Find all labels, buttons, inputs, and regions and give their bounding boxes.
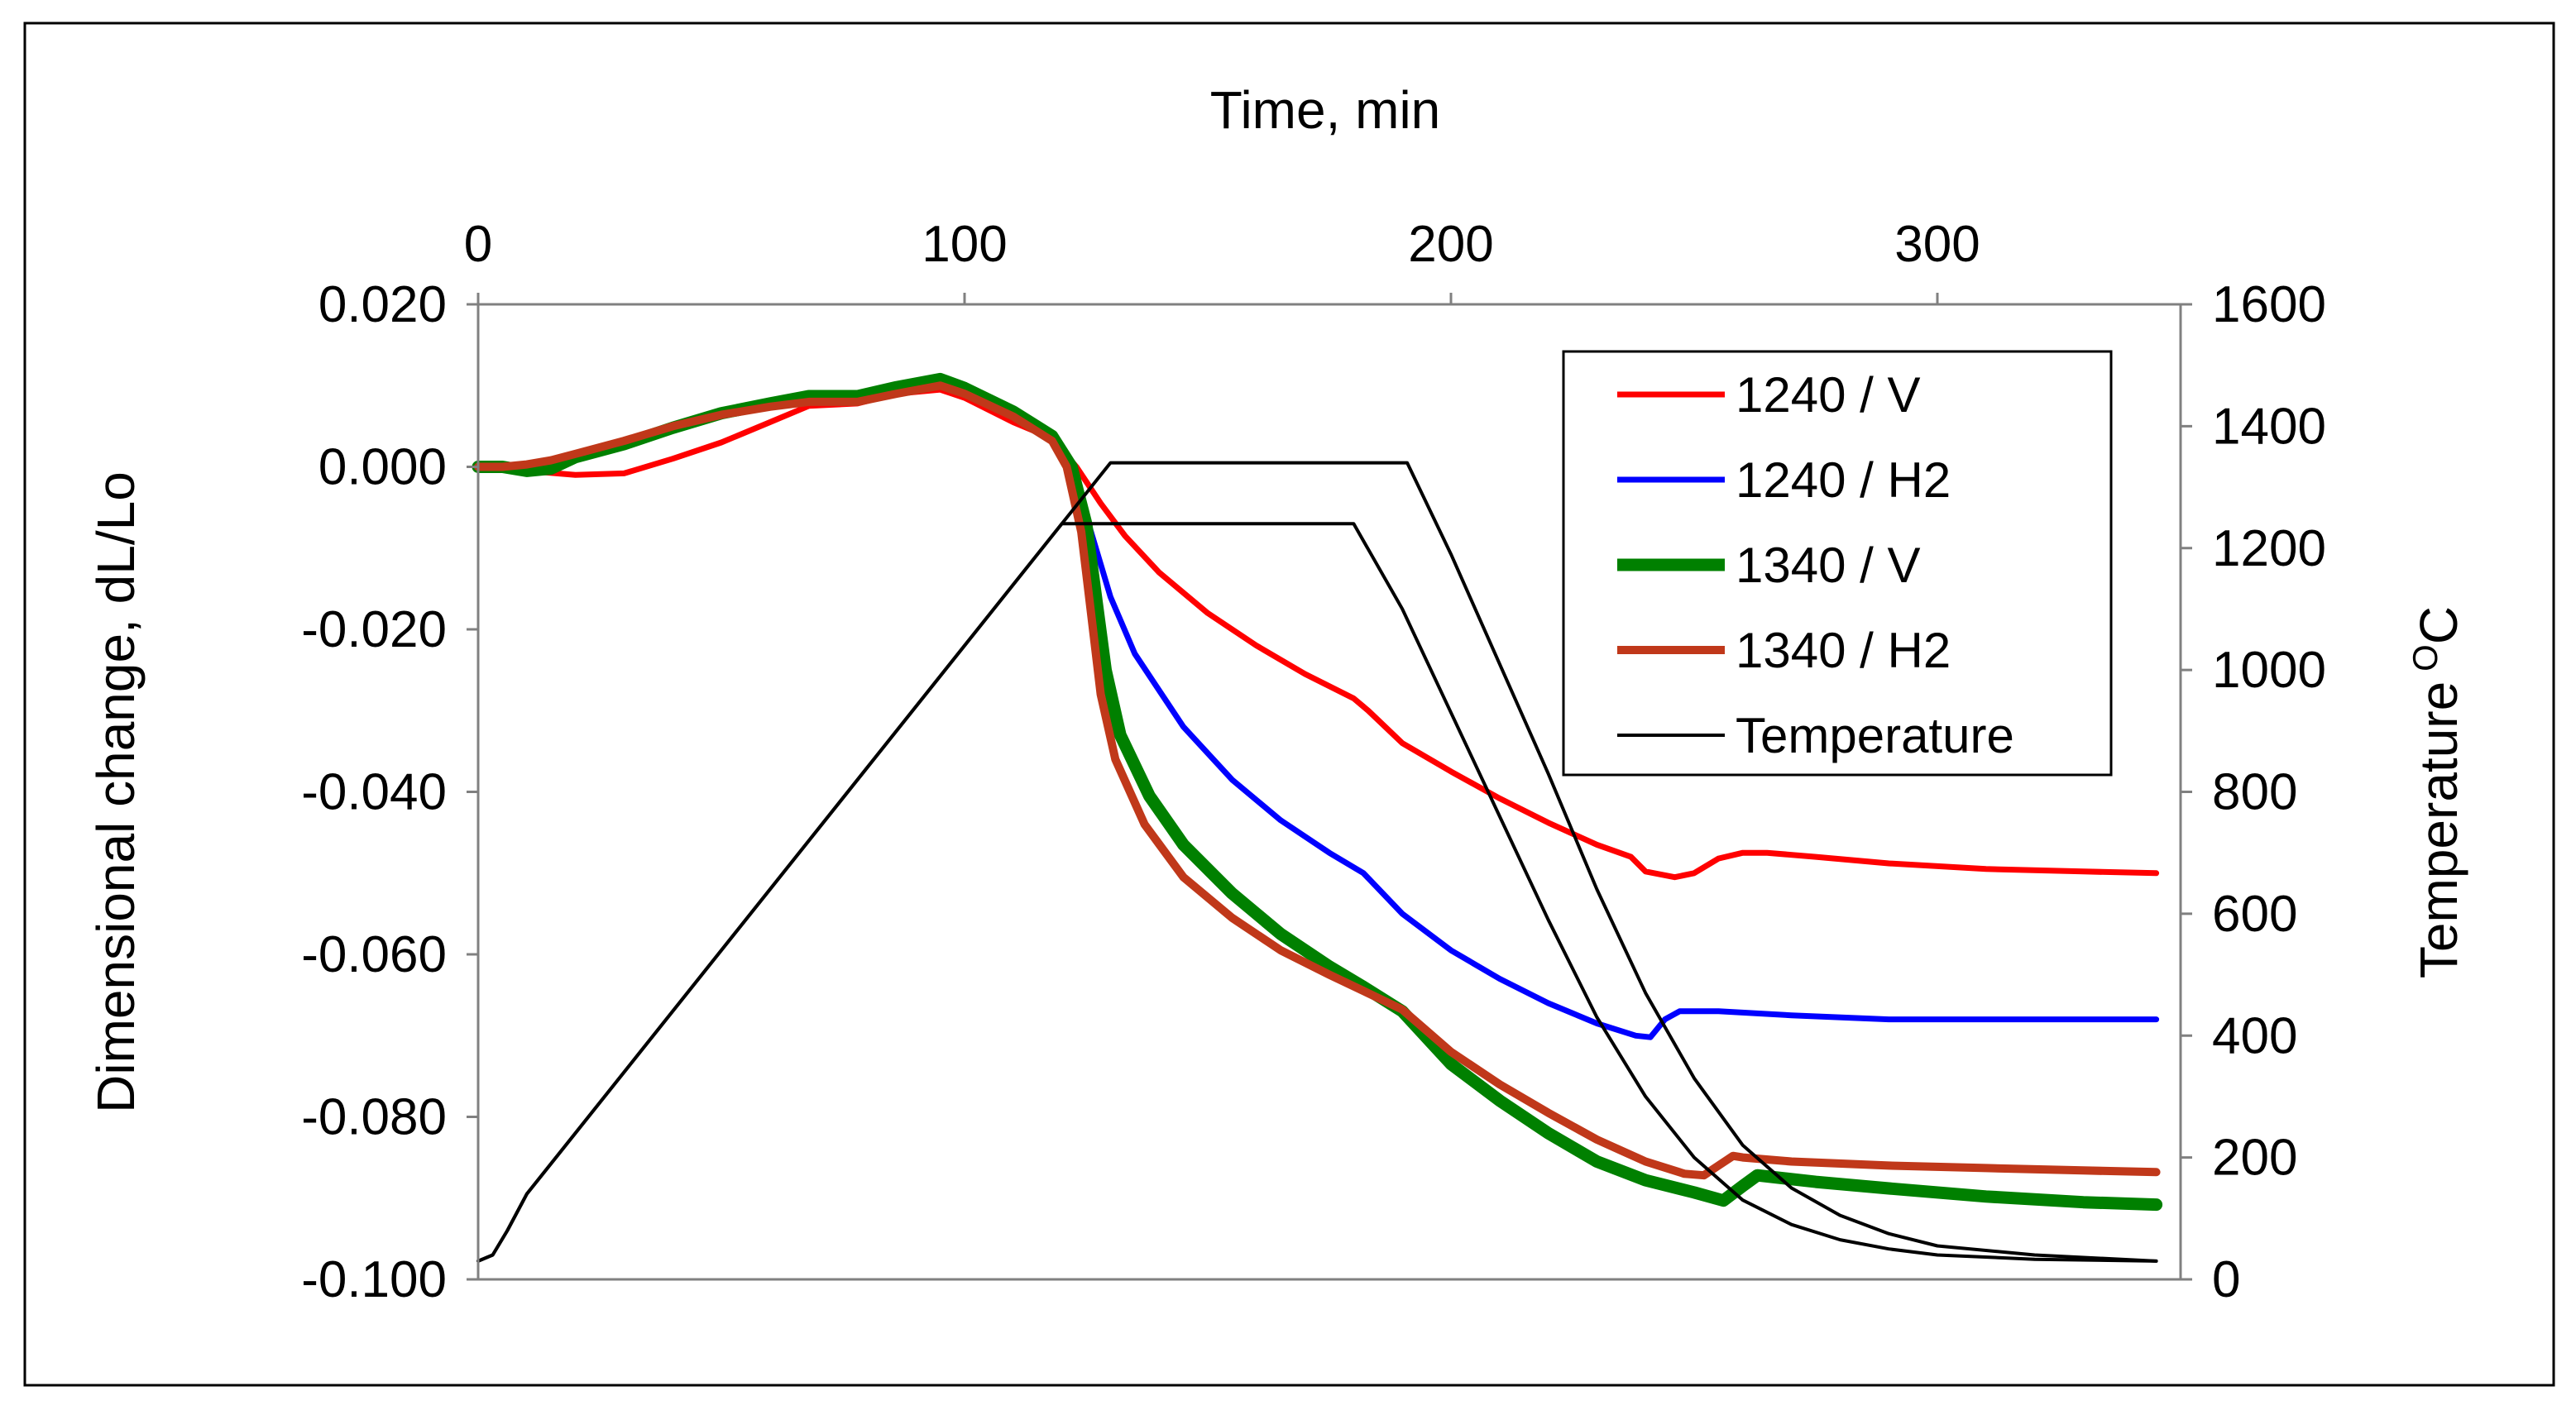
series-line-0 — [475, 386, 2160, 881]
y2-tick-label-0: 1600 — [2212, 276, 2326, 333]
x-tick-label-2: 200 — [1408, 216, 1493, 273]
x-tick-label-3: 300 — [1894, 216, 1980, 273]
legend-label-2: 1340 / V — [1736, 538, 1921, 593]
y-axis-title: Dimensional change, dL/Lo — [86, 471, 146, 1113]
y2-tick-label-8: 0 — [2212, 1251, 2240, 1308]
y2-tick-label-4: 800 — [2212, 764, 2297, 821]
y-tick-label-3: -0.040 — [301, 764, 447, 821]
legend-label-0: 1240 / V — [1736, 367, 1921, 423]
y-tick-label-4: -0.060 — [301, 926, 447, 983]
y2-tick-label-6: 400 — [2212, 1007, 2297, 1064]
series-layer — [472, 372, 2163, 1263]
legend-label-4: Temperature — [1736, 708, 2014, 763]
y-tick-label-5: -0.080 — [301, 1089, 447, 1146]
y-tick-label-2: -0.020 — [301, 601, 447, 658]
y-tick-label-6: -0.100 — [301, 1251, 447, 1308]
x-tick-label-1: 100 — [922, 216, 1007, 273]
y2-tick-label-5: 600 — [2212, 886, 2297, 943]
y2-axis-title-sup: O — [2406, 644, 2444, 672]
legend-items: 1240 / V 1240 / H2 1340 / V 1340 / H2 Temper… — [1617, 367, 2014, 763]
ticks-layer: 0 100 200 300 0.020 0.000 -0.020 -0.040 -0.060 -0… — [301, 216, 2326, 1308]
legend-label-3: 1340 / H2 — [1736, 623, 1951, 678]
x-axis-title: Time, min — [1210, 80, 1441, 140]
y2-tick-label-7: 200 — [2212, 1130, 2297, 1187]
y2-axis-title: Temperature OC — [2406, 606, 2468, 978]
y-tick-label-0: 0.020 — [318, 276, 447, 333]
y2-axis-title-unit: C — [2409, 606, 2468, 644]
series-line-5 — [476, 461, 2158, 1263]
series-line-3 — [474, 381, 2161, 1180]
y2-tick-label-1: 1400 — [2212, 398, 2326, 455]
x-tick-label-0: 0 — [464, 216, 492, 273]
y2-tick-label-2: 1200 — [2212, 520, 2326, 577]
y-tick-label-1: 0.000 — [318, 439, 447, 496]
legend: 1240 / V 1240 / H2 1340 / V 1340 / H2 Temper… — [1562, 350, 2113, 777]
legend-label-1: 1240 / H2 — [1736, 452, 1951, 508]
y2-axis-title-text: Temperature — [2409, 681, 2468, 978]
y2-tick-label-3: 1000 — [2212, 642, 2326, 699]
